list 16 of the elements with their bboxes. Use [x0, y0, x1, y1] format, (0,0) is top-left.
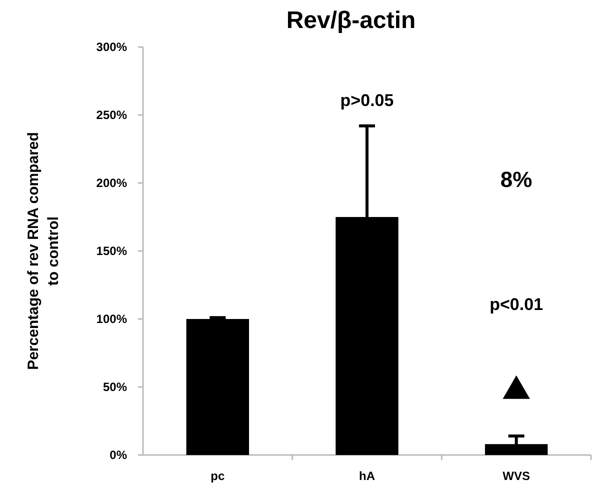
- y-tick-label: 300%: [96, 40, 128, 54]
- x-tick-label: hA: [359, 469, 376, 483]
- x-tick-label: pc: [210, 469, 225, 483]
- x-tick-label: WVS: [502, 469, 530, 483]
- y-tick-label: 250%: [96, 108, 128, 122]
- bar: [186, 319, 250, 455]
- annotation: 8%: [500, 167, 532, 192]
- y-tick-label: 150%: [96, 244, 128, 258]
- annotation: p<0.01: [490, 295, 544, 314]
- y-tick-label: 0%: [110, 448, 128, 462]
- y-tick-label: 50%: [102, 380, 128, 394]
- y-axis-title: Percentage of rev RNA compared to control: [25, 132, 62, 370]
- annotation: p>0.05: [340, 90, 394, 110]
- chart-title: Rev/β-actin: [286, 7, 416, 34]
- y-tick-label: 200%: [96, 176, 128, 190]
- y-tick-label: 100%: [96, 312, 128, 326]
